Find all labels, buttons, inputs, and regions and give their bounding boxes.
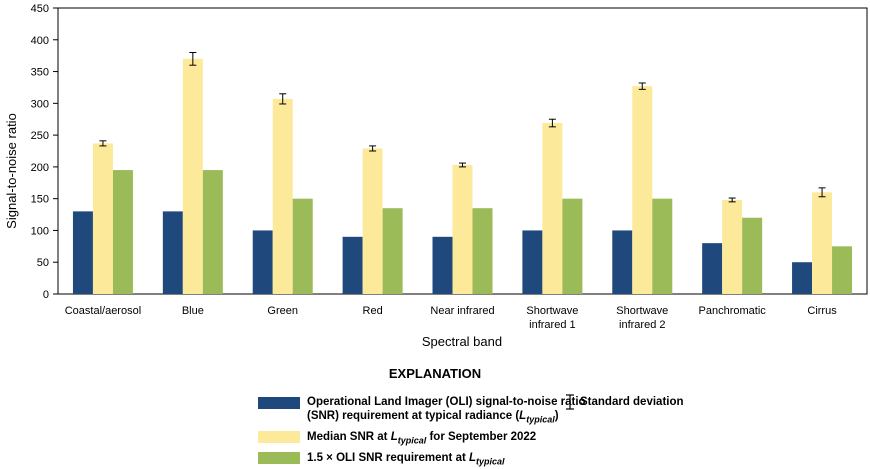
x-tick-label-line-7-0: Panchromatic bbox=[699, 305, 767, 317]
standard-deviation-icon bbox=[566, 394, 574, 410]
y-tick-label-7: 350 bbox=[31, 67, 49, 79]
legend-label-oli-1-5x: 1.5 × OLI SNR requirement at Ltypical bbox=[307, 452, 505, 467]
bar-oli_1_5x-8 bbox=[832, 246, 853, 294]
legend-oli-line1: Operational Land Imager (OLI) signal-to-… bbox=[307, 396, 586, 408]
error-bar-6 bbox=[638, 82, 646, 90]
bar-oli_requirement-0 bbox=[72, 211, 93, 294]
legend-oli-line2: (SNR) requirement at typical radiance (L… bbox=[307, 410, 559, 425]
error-bar-4 bbox=[459, 162, 466, 168]
x-tick-label-line-4-0: Near infrared bbox=[430, 305, 494, 317]
legend-title: EXPLANATION bbox=[388, 366, 482, 381]
error-bar-7 bbox=[728, 197, 736, 203]
bar-oli_1_5x-2 bbox=[292, 198, 313, 294]
bar-median_snr-7 bbox=[722, 199, 743, 294]
x-tick-label-8: Cirrus bbox=[807, 305, 837, 317]
bar-oli_requirement-5 bbox=[522, 230, 543, 294]
y-tick-label-6: 300 bbox=[31, 98, 49, 110]
bar-median_snr-6 bbox=[632, 86, 653, 294]
bar-median_snr-3 bbox=[362, 148, 383, 294]
legend-swatch-oli-1-5x bbox=[258, 452, 300, 464]
bar-oli_requirement-2 bbox=[252, 230, 273, 294]
bar-oli_1_5x-4 bbox=[472, 208, 493, 294]
y-tick-label-0: 0 bbox=[43, 289, 49, 301]
y-tick-label-4: 200 bbox=[31, 162, 49, 174]
error-bar-0 bbox=[99, 140, 107, 147]
bar-oli_requirement-8 bbox=[792, 262, 813, 294]
bar-oli_1_5x-6 bbox=[652, 198, 673, 294]
x-tick-label-line-2-0: Green bbox=[267, 305, 298, 317]
error-bar-2 bbox=[279, 93, 287, 105]
bar-oli_1_5x-1 bbox=[202, 170, 223, 294]
x-tick-label-4: Near infrared bbox=[430, 305, 494, 317]
x-tick-label-line-6-1: infrared 2 bbox=[619, 319, 665, 331]
legend-swatch-oli-requirement bbox=[258, 397, 300, 409]
bar-oli_1_5x-7 bbox=[742, 217, 763, 294]
bar-median_snr-2 bbox=[272, 98, 293, 294]
x-tick-label-line-5-0: Shortwave bbox=[526, 305, 578, 317]
x-tick-label-1: Blue bbox=[182, 305, 204, 317]
x-tick-label-line-8-0: Cirrus bbox=[807, 305, 837, 317]
x-tick-label-line-5-1: infrared 1 bbox=[529, 319, 575, 331]
bar-oli_requirement-4 bbox=[432, 236, 453, 294]
bar-median_snr-4 bbox=[452, 164, 473, 294]
bar-oli_1_5x-5 bbox=[562, 198, 583, 294]
x-tick-label-line-6-0: Shortwave bbox=[616, 305, 668, 317]
bar-oli_requirement-7 bbox=[702, 243, 723, 294]
x-tick-label-7: Panchromatic bbox=[699, 305, 767, 317]
x-tick-label-line-0-0: Coastal/aerosol bbox=[65, 305, 141, 317]
y-tick-label-1: 50 bbox=[37, 257, 49, 269]
y-tick-label-2: 100 bbox=[31, 225, 49, 237]
bar-median_snr-1 bbox=[182, 58, 203, 294]
legend-swatch-median-snr bbox=[258, 431, 300, 443]
x-tick-label-3: Red bbox=[363, 305, 383, 317]
legend-label-standard-deviation: Standard deviation bbox=[580, 396, 684, 408]
bar-median_snr-0 bbox=[92, 143, 113, 294]
bar-median_snr-5 bbox=[542, 123, 563, 294]
error-bar-8 bbox=[818, 187, 826, 198]
x-tick-label-5: Shortwave infrared 1 bbox=[526, 305, 578, 331]
bar-median_snr-8 bbox=[812, 192, 833, 294]
bar-oli_requirement-1 bbox=[162, 211, 183, 294]
x-tick-label-0: Coastal/aerosol bbox=[65, 305, 141, 317]
bar-oli_1_5x-0 bbox=[112, 170, 133, 294]
y-tick-label-3: 150 bbox=[31, 194, 49, 206]
bar-chart: 0 50 100 150 200 250 300 350 400 450 Coastal/aeros… bbox=[4, 3, 868, 349]
error-bar-3 bbox=[369, 145, 377, 152]
y-tick-label-5: 250 bbox=[31, 130, 49, 142]
bar-oli_requirement-6 bbox=[612, 230, 633, 294]
x-tick-label-line-3-0: Red bbox=[363, 305, 383, 317]
y-tick-label-9: 450 bbox=[31, 3, 49, 15]
y-axis-title: Signal-to-noise ratio bbox=[4, 113, 19, 229]
x-axis-title: Spectral band bbox=[422, 334, 502, 349]
legend-label-median-snr: Median SNR at Ltypical for September 202… bbox=[307, 431, 537, 446]
error-bar-1 bbox=[189, 51, 197, 66]
legend-label-oli-requirement: Operational Land Imager (OLI) signal-to-… bbox=[307, 395, 607, 426]
x-tick-label-line-1-0: Blue bbox=[182, 305, 204, 317]
bar-oli_requirement-3 bbox=[342, 236, 363, 294]
bar-oli_1_5x-3 bbox=[382, 208, 403, 294]
y-tick-label-8: 400 bbox=[31, 35, 49, 47]
x-tick-label-2: Green bbox=[267, 305, 298, 317]
error-bar-5 bbox=[548, 118, 556, 128]
x-tick-label-6: Shortwave infrared 2 bbox=[616, 305, 668, 331]
